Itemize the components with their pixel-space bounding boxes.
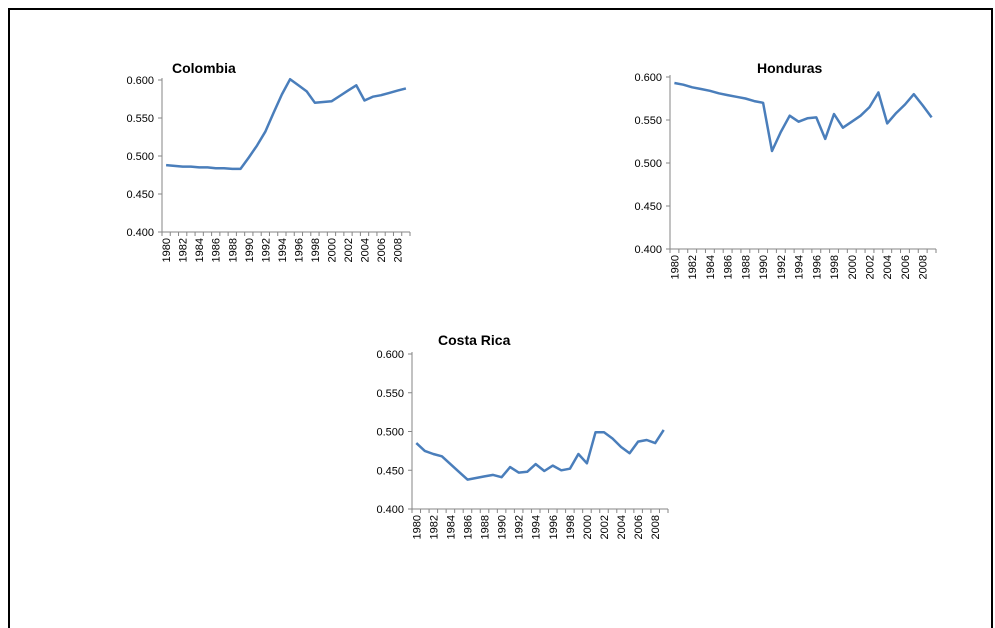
x-tick-label: 2008 — [393, 238, 405, 262]
y-tick-label: 0.400 — [634, 244, 662, 256]
x-tick-label: 1984 — [705, 255, 717, 279]
x-tick-label: 2002 — [599, 515, 611, 539]
y-tick-label: 0.450 — [634, 201, 662, 213]
x-tick-label: 1994 — [794, 255, 806, 279]
y-tick-label: 0.550 — [126, 113, 154, 125]
y-tick-label: 0.450 — [126, 189, 154, 201]
x-tick-label: 1996 — [293, 238, 305, 262]
x-tick-label: 2008 — [918, 255, 930, 279]
x-tick-label: 2002 — [343, 238, 355, 262]
x-tick-label: 1986 — [723, 255, 735, 279]
chart-title: Honduras — [757, 60, 823, 76]
x-tick-label: 1980 — [161, 238, 173, 262]
chart-1: 0.400 0.450 0.500 0.550 0.600 1980 1982 1984 198… — [126, 60, 411, 262]
x-tick-label: 1990 — [758, 255, 770, 279]
y-tick-label: 0.450 — [376, 465, 404, 477]
x-tick-label: 2004 — [360, 238, 372, 262]
series-line — [165, 77, 407, 171]
x-tick-label: 1980 — [669, 255, 681, 279]
y-tick-label: 0.550 — [634, 115, 662, 127]
x-tick-label: 2008 — [650, 515, 662, 539]
y-tick-label: 0.500 — [126, 151, 154, 163]
x-tick-label: 1982 — [178, 238, 190, 262]
x-tick-label: 2006 — [633, 515, 645, 539]
x-tick-label: 1992 — [260, 238, 272, 262]
x-tick-label: 1998 — [829, 255, 841, 279]
x-tick-label: 2002 — [865, 255, 877, 279]
x-tick-label: 1994 — [277, 238, 289, 262]
x-tick-label: 1982 — [687, 255, 699, 279]
x-tick-label: 2004 — [882, 255, 894, 279]
y-tick-label: 0.500 — [634, 158, 662, 170]
x-tick-label: 1990 — [244, 238, 256, 262]
y-tick-label: 0.600 — [376, 349, 404, 361]
series-line — [674, 81, 933, 153]
figure-frame — [8, 8, 993, 628]
x-tick-label: 1998 — [565, 515, 577, 539]
x-tick-label: 1998 — [310, 238, 322, 262]
x-tick-label: 1982 — [428, 515, 440, 539]
x-tick-label: 1994 — [531, 515, 543, 539]
x-tick-label: 1990 — [497, 515, 509, 539]
x-tick-label: 2000 — [582, 515, 594, 539]
x-tick-label: 1992 — [776, 255, 788, 279]
y-tick-label: 0.500 — [376, 427, 404, 439]
x-tick-label: 1980 — [411, 515, 423, 539]
y-tick-label: 0.600 — [634, 72, 662, 84]
chart-title: Costa Rica — [438, 332, 511, 348]
x-tick-label: 1984 — [194, 238, 206, 262]
x-tick-label: 1996 — [811, 255, 823, 279]
x-tick-label: 1988 — [480, 515, 492, 539]
x-tick-label: 1984 — [445, 515, 457, 539]
x-tick-label: 2000 — [326, 238, 338, 262]
y-tick-label: 0.400 — [376, 504, 404, 516]
y-tick-label: 0.550 — [376, 388, 404, 400]
x-tick-label: 1992 — [514, 515, 526, 539]
x-tick-label: 1986 — [462, 515, 474, 539]
series-line — [415, 429, 665, 481]
chart-2: 0.400 0.450 0.500 0.550 0.600 1980 1982 1984 198… — [634, 60, 937, 279]
chart-3: 0.400 0.450 0.500 0.550 0.600 1980 1982 1984 198… — [376, 332, 669, 539]
x-tick-label: 2004 — [616, 515, 628, 539]
y-tick-label: 0.400 — [126, 227, 154, 239]
x-tick-label: 2006 — [900, 255, 912, 279]
x-tick-label: 1986 — [211, 238, 223, 262]
x-tick-label: 2006 — [376, 238, 388, 262]
x-tick-label: 2000 — [847, 255, 859, 279]
chart-title: Colombia — [172, 60, 236, 76]
x-tick-label: 1988 — [227, 238, 239, 262]
x-tick-label: 1996 — [548, 515, 560, 539]
x-tick-label: 1988 — [740, 255, 752, 279]
y-tick-label: 0.600 — [126, 75, 154, 87]
